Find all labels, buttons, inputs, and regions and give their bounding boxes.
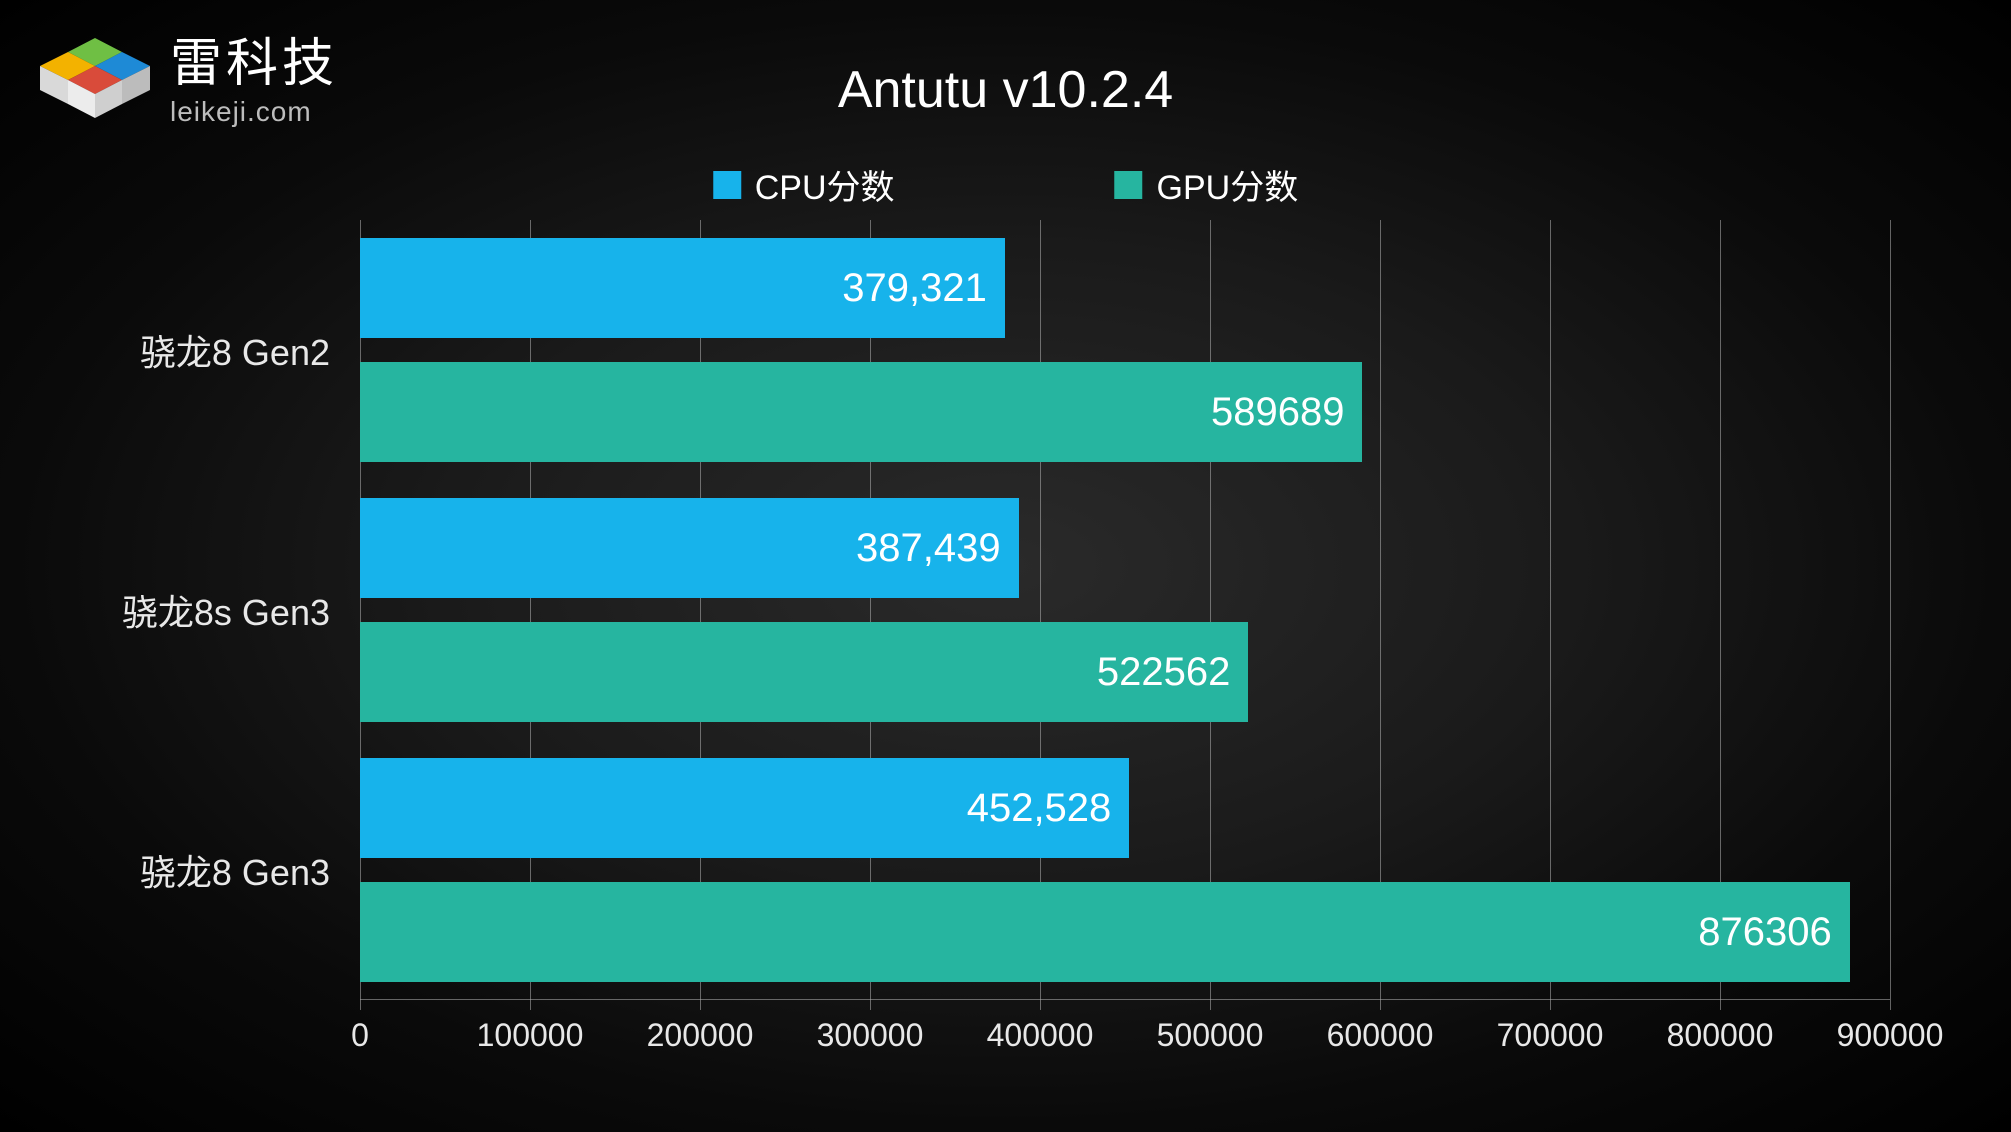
bar-value-label: 522562	[1097, 650, 1230, 695]
category-label: 骁龙8 Gen2	[140, 324, 330, 376]
x-tick	[530, 1000, 531, 1010]
x-axis-line	[360, 999, 1890, 1000]
category-label: 骁龙8s Gen3	[122, 584, 330, 636]
x-tick	[1720, 1000, 1721, 1010]
bar-gpu: 589689	[360, 362, 1362, 462]
bar-gpu: 876306	[360, 882, 1850, 982]
bar-value-label: 876306	[1698, 910, 1831, 955]
bar-value-label: 387,439	[856, 526, 1001, 571]
logo-text: 雷科技 leikeji.com	[170, 38, 338, 128]
bar-value-label: 379,321	[842, 266, 987, 311]
chart-legend: CPU分数 GPU分数	[713, 160, 1298, 209]
bar-cpu: 379,321	[360, 238, 1005, 338]
x-tick-label: 0	[351, 1017, 369, 1054]
x-tick-label: 800000	[1667, 1017, 1774, 1054]
x-tick	[1550, 1000, 1551, 1010]
x-tick	[1890, 1000, 1891, 1010]
x-tick-label: 600000	[1327, 1017, 1434, 1054]
legend-swatch-cpu	[713, 171, 741, 199]
logo-name-en: leikeji.com	[170, 96, 338, 128]
x-tick-label: 700000	[1497, 1017, 1604, 1054]
benchmark-chart: 0100000200000300000400000500000600000700…	[360, 220, 1890, 1000]
x-tick-label: 500000	[1157, 1017, 1264, 1054]
category-label: 骁龙8 Gen3	[140, 844, 330, 896]
x-tick	[870, 1000, 871, 1010]
x-tick-label: 100000	[477, 1017, 584, 1054]
x-tick-label: 200000	[647, 1017, 754, 1054]
legend-item-gpu: GPU分数	[1115, 160, 1299, 209]
chart-title: Antutu v10.2.4	[838, 60, 1173, 120]
x-tick	[1210, 1000, 1211, 1010]
bar-value-label: 452,528	[967, 786, 1112, 831]
x-tick-label: 900000	[1837, 1017, 1944, 1054]
bar-cpu: 452,528	[360, 758, 1129, 858]
logo-name-cn: 雷科技	[170, 38, 338, 90]
legend-swatch-gpu	[1115, 171, 1143, 199]
logo-cube-icon	[40, 38, 150, 128]
gridline	[1890, 220, 1891, 1000]
x-tick	[700, 1000, 701, 1010]
bar-cpu: 387,439	[360, 498, 1019, 598]
x-tick	[1380, 1000, 1381, 1010]
x-tick-label: 300000	[817, 1017, 924, 1054]
bar-value-label: 589689	[1211, 390, 1344, 435]
plot-area: 0100000200000300000400000500000600000700…	[360, 220, 1890, 1000]
bar-gpu: 522562	[360, 622, 1248, 722]
x-tick-label: 400000	[987, 1017, 1094, 1054]
legend-label-gpu: GPU分数	[1157, 160, 1299, 209]
x-tick	[1040, 1000, 1041, 1010]
brand-logo: 雷科技 leikeji.com	[40, 38, 338, 128]
legend-item-cpu: CPU分数	[713, 160, 895, 209]
x-tick	[360, 1000, 361, 1010]
legend-label-cpu: CPU分数	[755, 160, 895, 209]
